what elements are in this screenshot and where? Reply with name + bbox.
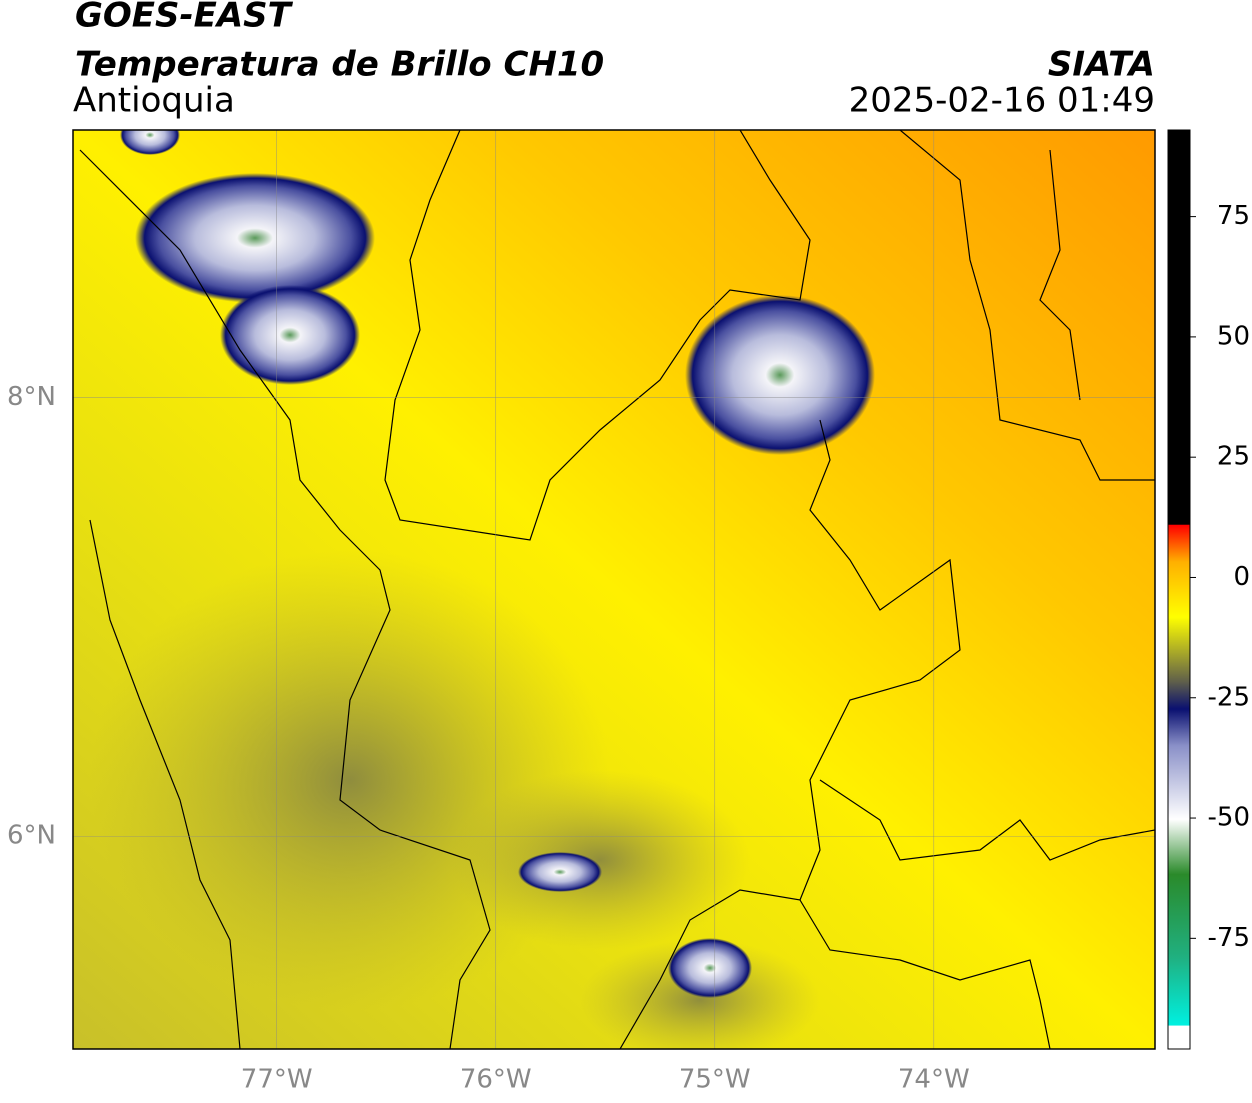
datetime: 2025-02-16 01:49 [849,81,1155,121]
colorbar-tick-label: 25 [1217,442,1250,472]
colorbar-tick-label: -50 [1208,803,1250,833]
colorbar-tick-label: 0 [1233,562,1250,592]
colorbar [1167,129,1191,1050]
source: SIATA [1048,45,1155,85]
y-tick-label: 8°N [7,382,56,412]
region: Antioquia [73,81,235,121]
map-image [73,130,1155,1049]
x-tick-label: 77°W [241,1065,313,1095]
map-frame [72,129,1156,1050]
colorbar-tick-label: 50 [1217,321,1250,351]
colorbar-tick-label: 75 [1217,201,1250,231]
x-tick-label: 74°W [898,1065,970,1095]
subtitle: Temperatura de Brillo CH10 [75,45,604,85]
colorbar-tick-label: -25 [1208,682,1250,712]
colorbar-tick-label: -75 [1208,923,1250,953]
title: GOES-EAST [75,0,294,36]
graticule [73,130,1155,1049]
x-tick-label: 76°W [460,1065,532,1095]
y-tick-label: 6°N [7,821,56,851]
x-tick-label: 75°W [679,1065,751,1095]
